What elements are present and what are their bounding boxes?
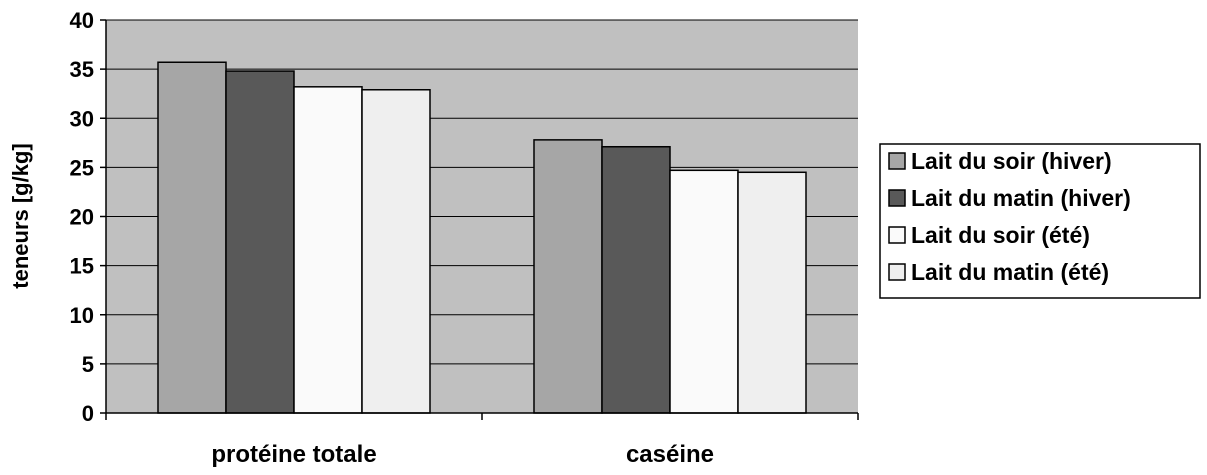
legend-label: Lait du matin (hiver) (911, 185, 1131, 211)
bar (601, 145, 671, 414)
y-tick-label: 40 (70, 8, 94, 33)
legend-box (879, 143, 1201, 299)
bar (737, 171, 807, 414)
y-tick-label: 0 (82, 401, 94, 426)
x-category-label: protéine totale (211, 441, 376, 468)
bars (157, 61, 807, 414)
legend-swatch (888, 263, 906, 281)
y-tick-label: 25 (70, 155, 94, 180)
legend: Lait du soir (hiver) Lait du matin (hiver… (879, 143, 1201, 299)
bar (225, 70, 295, 414)
legend-label: Lait du matin (été) (911, 259, 1109, 285)
y-tick-label: 35 (70, 57, 94, 82)
legend-swatch (888, 152, 906, 170)
y-tick-label: 15 (70, 254, 94, 279)
bar (157, 61, 227, 414)
y-axis-ticks: 0 5 10 15 20 25 30 35 40 (70, 8, 106, 426)
y-tick-label: 20 (70, 205, 94, 230)
legend-label: Lait du soir (hiver) (911, 148, 1112, 174)
legend-swatch (888, 189, 906, 207)
y-tick-label: 5 (82, 352, 94, 377)
bar (293, 86, 363, 414)
y-axis-title: teneurs [g/kg] (8, 143, 33, 288)
y-tick-label: 10 (70, 303, 94, 328)
legend-label: Lait du soir (été) (911, 222, 1090, 248)
bar (361, 89, 431, 414)
x-category-label: caséine (626, 441, 714, 468)
bar (669, 169, 739, 414)
x-axis-ticks: protéine totale caséine (105, 413, 859, 468)
bar (533, 139, 603, 414)
legend-swatch (888, 226, 906, 244)
y-tick-label: 30 (70, 106, 94, 131)
